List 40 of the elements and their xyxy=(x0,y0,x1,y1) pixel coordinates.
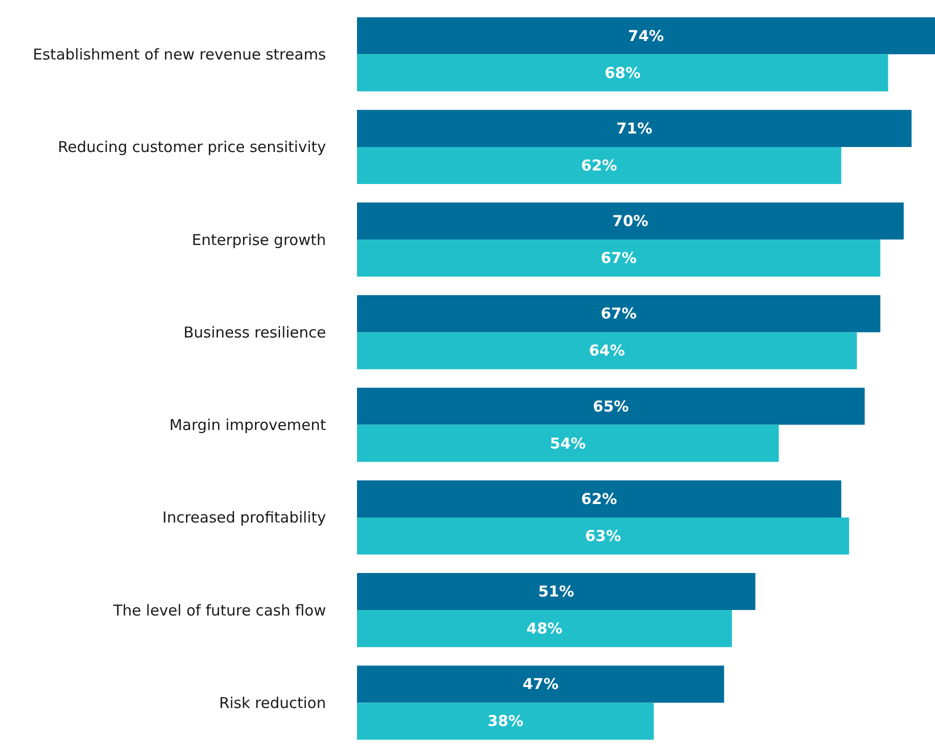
bar xyxy=(357,388,865,425)
y-tick-label: Increased profitability xyxy=(162,508,326,527)
data-label: 63% xyxy=(585,526,621,545)
data-label: 65% xyxy=(592,397,629,416)
y-tick-label: Business resilience xyxy=(183,323,326,342)
data-label: 68% xyxy=(604,64,641,82)
data-label: 70% xyxy=(612,212,648,230)
data-label: 48% xyxy=(526,620,562,638)
data-label: 67% xyxy=(600,249,637,268)
bar xyxy=(357,17,935,54)
bar xyxy=(357,240,880,277)
bar xyxy=(357,146,842,184)
y-tick-label: Establishment of new revenue streams xyxy=(32,46,326,64)
data-label: 54% xyxy=(550,434,586,452)
bar xyxy=(357,517,850,554)
bar xyxy=(357,480,842,518)
bar xyxy=(357,295,880,332)
data-label: 64% xyxy=(588,342,625,360)
bar xyxy=(357,702,654,740)
y-tick-label: The level of future cash flow xyxy=(112,601,326,620)
y-tick-label: Reducing customer price sensitivity xyxy=(58,138,326,156)
data-label: 62% xyxy=(581,490,618,508)
data-label: 38% xyxy=(487,712,524,730)
y-tick-label: Risk reduction xyxy=(219,694,326,712)
data-label: 62% xyxy=(581,156,618,174)
data-label: 67% xyxy=(600,304,637,323)
y-tick-label: Margin improvement xyxy=(169,416,326,434)
bar xyxy=(357,666,724,703)
bar xyxy=(357,610,732,648)
bar xyxy=(357,424,779,462)
data-label: 71% xyxy=(616,119,652,138)
data-label: 74% xyxy=(628,26,664,45)
bar xyxy=(357,202,904,240)
bar xyxy=(357,54,888,92)
bar xyxy=(357,110,912,147)
data-label: 51% xyxy=(538,582,574,601)
bar xyxy=(357,332,857,370)
y-tick-label: Enterprise growth xyxy=(192,230,326,249)
bar xyxy=(357,573,756,610)
data-label: 47% xyxy=(522,675,559,694)
